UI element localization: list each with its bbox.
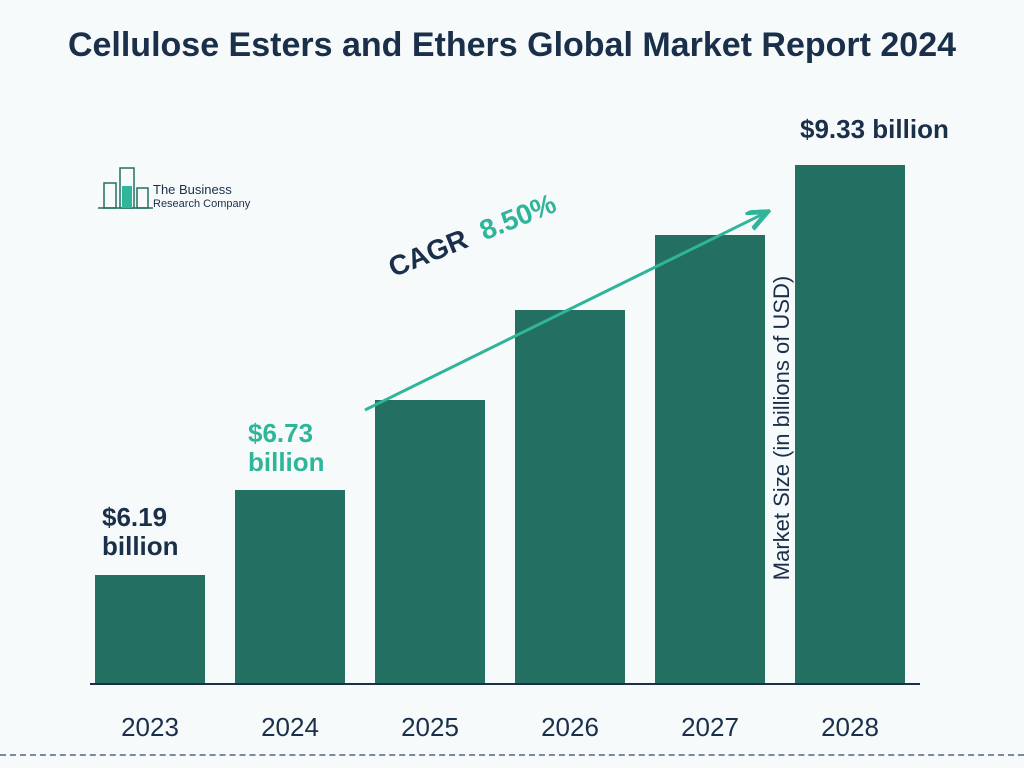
xlabel-2028: 2028	[795, 712, 905, 743]
bar-2024	[235, 490, 345, 685]
bar-2023	[95, 575, 205, 685]
footer-divider	[0, 754, 1024, 756]
bar-2028	[795, 165, 905, 685]
xlabel-2023: 2023	[95, 712, 205, 743]
bar-2027	[655, 235, 765, 685]
page-root: Cellulose Esters and Ethers Global Marke…	[0, 0, 1024, 768]
plot-area: $9.33 billion $6.19billion $6.73billion	[90, 145, 920, 685]
bar-2025	[375, 400, 485, 685]
cagr-label: CAGR 8.50%	[384, 188, 561, 284]
value-label-2023-text: $6.19billion	[102, 502, 179, 561]
market-chart: $9.33 billion $6.19billion $6.73billion	[90, 145, 920, 710]
xlabel-2026: 2026	[515, 712, 625, 743]
value-label-2024: $6.73billion	[248, 419, 325, 476]
x-axis-baseline	[90, 683, 920, 685]
x-axis-labels: 2023 2024 2025 2026 2027 2028	[90, 712, 920, 752]
value-label-2024-text: $6.73billion	[248, 418, 325, 477]
page-title: Cellulose Esters and Ethers Global Marke…	[0, 24, 1024, 67]
xlabel-2027: 2027	[655, 712, 765, 743]
bar-2026	[515, 310, 625, 685]
cagr-word: CAGR	[384, 223, 472, 283]
y-axis-label: Market Size (in billions of USD)	[769, 275, 795, 579]
value-label-2028: $9.33 billion	[800, 115, 949, 144]
xlabel-2024: 2024	[235, 712, 345, 743]
value-label-2023: $6.19billion	[102, 503, 179, 560]
cagr-value: 8.50%	[475, 188, 560, 246]
xlabel-2025: 2025	[375, 712, 485, 743]
